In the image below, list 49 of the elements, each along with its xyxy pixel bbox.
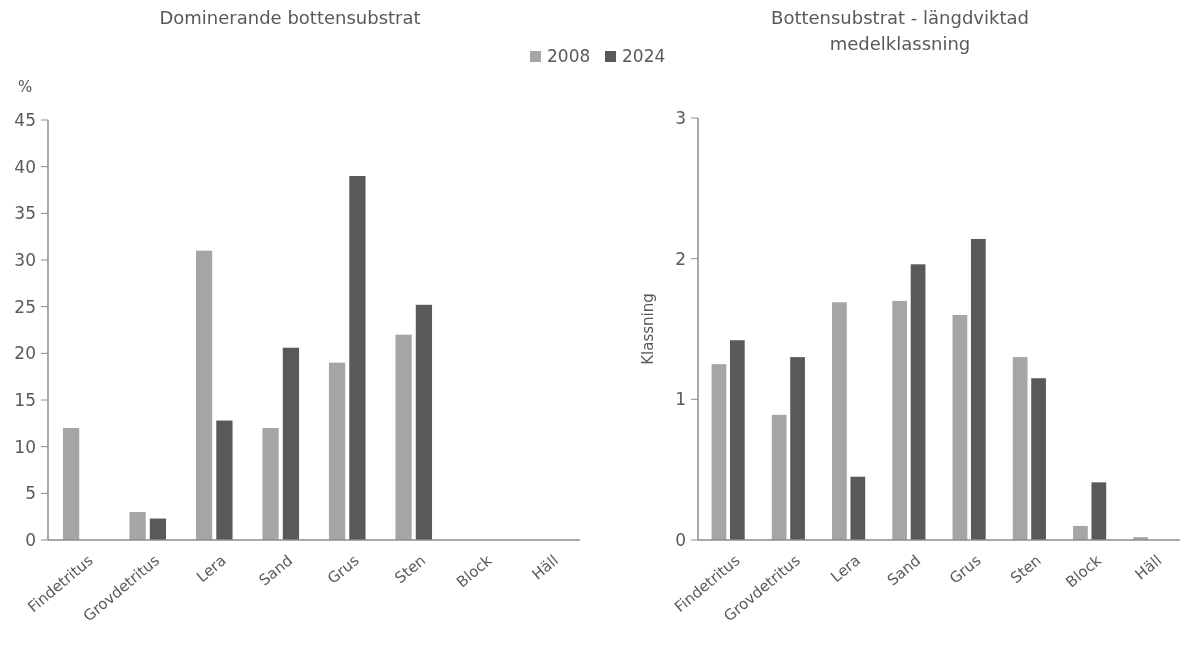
bar bbox=[910, 264, 926, 540]
y-tick-label: 3 bbox=[675, 107, 686, 128]
bar bbox=[349, 176, 366, 540]
bar bbox=[216, 420, 233, 540]
x-tick-label: Lera bbox=[192, 551, 230, 587]
bar bbox=[832, 302, 847, 540]
bar bbox=[282, 347, 300, 540]
x-tick-label: Grus bbox=[324, 551, 363, 588]
y-tick-label: 2 bbox=[675, 248, 686, 269]
bar bbox=[729, 340, 745, 540]
legend-label: 2008 bbox=[547, 46, 591, 66]
y-tick-label: 1 bbox=[675, 389, 686, 410]
bar bbox=[952, 314, 968, 540]
bar bbox=[790, 357, 805, 540]
y-tick-label: 15 bbox=[14, 389, 36, 410]
bar bbox=[711, 364, 727, 540]
bar bbox=[415, 304, 433, 540]
y-tick-label: 10 bbox=[14, 436, 36, 457]
bar bbox=[892, 300, 908, 540]
y-axis-title: Klassning bbox=[639, 293, 657, 365]
legend-label: 2024 bbox=[622, 46, 666, 66]
bar bbox=[129, 512, 146, 540]
x-tick-label: Lera bbox=[827, 551, 864, 587]
bar bbox=[1091, 482, 1107, 540]
x-tick-label: Grus bbox=[945, 551, 985, 588]
y-tick-label: 20 bbox=[14, 343, 36, 364]
chart-title: Bottensubstrat - längdviktad medelklassning bbox=[771, 7, 1029, 54]
y-axis-title: % bbox=[18, 78, 33, 96]
y-tick-label: 5 bbox=[25, 483, 36, 504]
chart-title: Dominerande bottensubstrat bbox=[159, 7, 421, 28]
bar bbox=[395, 334, 412, 540]
bar bbox=[149, 518, 167, 540]
bar bbox=[1073, 525, 1088, 540]
y-tick-label: 40 bbox=[14, 156, 36, 177]
y-tick-label: 30 bbox=[14, 249, 36, 270]
bar bbox=[1031, 378, 1046, 540]
bar bbox=[62, 428, 80, 540]
y-tick-label: 0 bbox=[25, 529, 36, 550]
bar bbox=[328, 362, 346, 540]
bar bbox=[970, 238, 986, 540]
y-tick-label: 0 bbox=[675, 529, 686, 550]
bar bbox=[850, 476, 866, 540]
bar bbox=[1012, 357, 1028, 540]
y-tick-label: 35 bbox=[14, 203, 36, 224]
bar bbox=[262, 428, 279, 540]
y-tick-label: 45 bbox=[14, 109, 36, 130]
bar bbox=[195, 250, 213, 540]
bar bbox=[771, 414, 787, 540]
y-tick-label: 25 bbox=[14, 296, 36, 317]
